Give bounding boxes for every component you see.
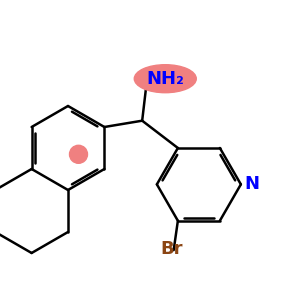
Text: Br: Br — [160, 240, 183, 258]
Text: N: N — [245, 176, 260, 194]
Text: NH₂: NH₂ — [146, 70, 184, 88]
Ellipse shape — [134, 65, 196, 93]
Circle shape — [70, 145, 88, 163]
